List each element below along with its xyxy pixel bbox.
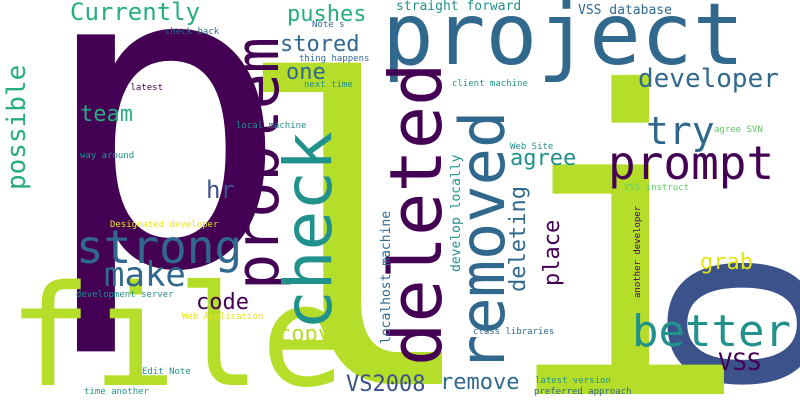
word-try: try [646, 109, 715, 153]
word-time-another: time another [84, 387, 150, 397]
word-code: code [196, 290, 249, 315]
word-place: place [540, 219, 565, 286]
word-make: make [104, 255, 186, 295]
word-web-application: Web Application [182, 312, 264, 322]
word-localhost-machine: localhost machine [379, 210, 394, 344]
word-developer: developer [638, 64, 779, 94]
word-strong: strong [76, 220, 243, 274]
word-check: check [270, 131, 347, 330]
word-agree-svn: agree SVN [714, 125, 763, 135]
word-possible: possible [2, 64, 32, 190]
word-file: file [8, 256, 346, 400]
word-way-around: way around [80, 151, 135, 161]
word-vs2008: VS2008 [346, 372, 426, 397]
word-grab: grab [700, 250, 753, 275]
word-client-machine: client machine [452, 79, 528, 89]
word-team: team [80, 102, 133, 127]
word-remove: remove [440, 370, 520, 395]
word-web-site: Web Site [510, 142, 554, 152]
word-next-time: next time [304, 80, 353, 90]
word-develop-locally: develop locally [449, 154, 464, 272]
word-vss: VSS [718, 348, 762, 376]
word-class-libraries: class libraries [473, 327, 555, 337]
word-straight-forward: straight forward [396, 0, 522, 14]
word-deleting: deleting [506, 186, 531, 292]
word-agree: agree [510, 146, 577, 171]
word-i: i [500, 5, 753, 400]
word-edit-note: Edit Note [142, 367, 191, 377]
word-local-machine: local machine [236, 121, 307, 131]
word-still: still [652, 374, 719, 399]
word-one: one [286, 60, 326, 85]
word-check-back: check back [165, 27, 220, 37]
word-hr: hr [206, 176, 235, 204]
word-vss-instruct: VSS instruct [624, 183, 690, 193]
word-project: project [382, 0, 745, 85]
word-another-developer: another developer [633, 205, 643, 298]
word-note-s: Note s [312, 20, 345, 30]
word-p: p [38, 0, 291, 364]
word-pushes: pushes [287, 2, 367, 27]
word-l: l [230, 0, 483, 400]
word-preferred-approach: preferred approach [534, 387, 632, 397]
word-development-server: development server [76, 290, 174, 300]
word-stored: stored [280, 32, 360, 57]
word-grabs-latest: grabs latest [98, 83, 164, 93]
word-thing-happens: thing happens [299, 54, 370, 64]
word-better: better [632, 306, 791, 357]
word-latest-version: latest version [535, 376, 611, 386]
word-prompt: prompt [608, 136, 775, 190]
word-vss-database: VSS database [578, 3, 672, 18]
word-designated-developer: Designated developer [110, 220, 219, 230]
word-copy: copy [278, 322, 331, 347]
word-currently: Currently [70, 0, 201, 26]
